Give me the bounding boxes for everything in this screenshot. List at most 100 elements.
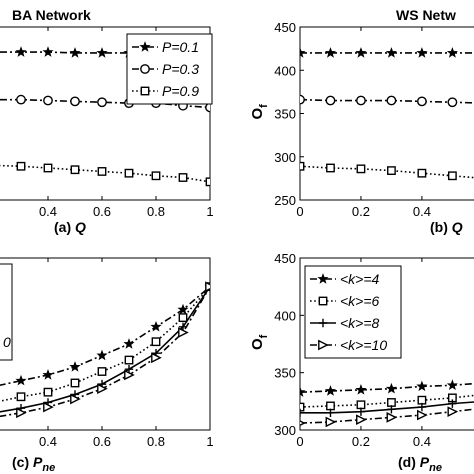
axes-box-2 [0,257,211,431]
data-point [96,349,108,361]
data-point [326,408,335,417]
data-point [151,352,162,364]
legend-label: P=0.1 [162,39,199,55]
data-point [387,166,396,175]
data-point [124,365,134,374]
data-point [386,95,397,106]
data-point [356,95,366,106]
axes-box-3 [299,257,474,431]
data-point [70,96,80,107]
x-axis-label-var: Q [75,219,86,235]
data-point [446,379,458,391]
series-group-2 [0,280,210,419]
series-line-1 [300,98,474,104]
legend-box-partial [0,263,13,361]
series-line-0 [300,382,474,393]
data-point [124,369,135,381]
data-point [300,408,305,417]
data-point [16,94,26,105]
y-axis-label-sub: f [258,334,270,338]
y-tick-label: 450 [274,251,296,266]
x-tick-label: 0 [296,204,303,219]
data-point [69,47,81,58]
x-tick-label: 0.4 [413,434,431,449]
y-tick-label: 450 [274,20,296,35]
data-point [417,395,427,405]
x-tick-label: 1 [206,434,213,449]
series-group-1 [300,47,474,181]
legend-label: <k>=4 [340,271,380,287]
data-point [356,400,366,410]
data-point [355,384,367,395]
x-axis-label-sub: ne [429,462,442,474]
data-point [447,171,457,181]
data-point [96,47,108,58]
data-point [151,171,161,181]
x-axis-label-var: Q [452,219,463,235]
y-axis-label: Of [249,104,270,120]
data-point [43,387,53,397]
data-point [43,95,53,106]
data-point [15,46,27,57]
data-point [16,161,26,171]
legend-marker [318,339,329,351]
legend-label: <k>=6 [340,293,380,309]
x-axis-label: (c) Pne [12,454,55,474]
data-point [324,47,337,58]
series-group-3 [300,379,474,428]
data-point [387,398,396,407]
x-tick-label: 0.6 [93,204,111,219]
x-axis-label: (b) Q [430,219,463,235]
data-point [355,47,367,58]
series-line-1 [0,286,210,403]
data-point [417,96,427,107]
data-point [447,406,459,417]
data-point [326,163,335,173]
x-axis-label-prefix: (c) [12,454,33,470]
x-axis-label-prefix: (b) [430,219,452,235]
x-tick-label: 0.8 [147,204,165,219]
data-point [15,374,27,386]
data-point [325,95,336,106]
data-point [69,361,81,372]
legend-label: <k>=10 [340,337,387,353]
data-point [356,407,366,416]
data-point [300,386,306,397]
data-point [356,414,367,426]
data-point [97,367,107,376]
data-point [300,161,305,171]
data-point [386,412,398,423]
data-point [416,380,428,392]
data-point [385,47,397,58]
data-point [326,401,335,411]
data-point [42,46,54,57]
x-tick-label: 0 [296,434,303,449]
data-point [205,177,210,187]
data-point [97,167,107,176]
data-point [416,47,428,58]
series-line-3 [300,408,474,424]
y-axis-label: Of [249,334,270,350]
data-point [447,97,458,108]
x-axis-label-prefix: (a) [54,219,75,235]
legend-marker [318,318,328,328]
data-point [356,164,366,174]
data-point [325,416,337,428]
axes-box-0 [0,26,211,201]
legend-marker [140,86,150,96]
x-axis-label: (d) Pne [398,454,442,474]
y-axis-label-main: O [249,108,266,120]
data-point [385,382,397,394]
x-tick-label: 0.4 [39,434,57,449]
y-tick-label: 300 [274,423,296,438]
y-axis-label-sub: f [258,104,270,108]
series-line-3 [0,286,210,418]
data-point [97,97,107,108]
y-tick-label: 350 [274,366,296,381]
data-point [70,165,80,175]
data-point [205,102,210,113]
data-point [448,399,457,408]
data-point [178,313,188,323]
y-tick-label: 400 [274,63,296,78]
